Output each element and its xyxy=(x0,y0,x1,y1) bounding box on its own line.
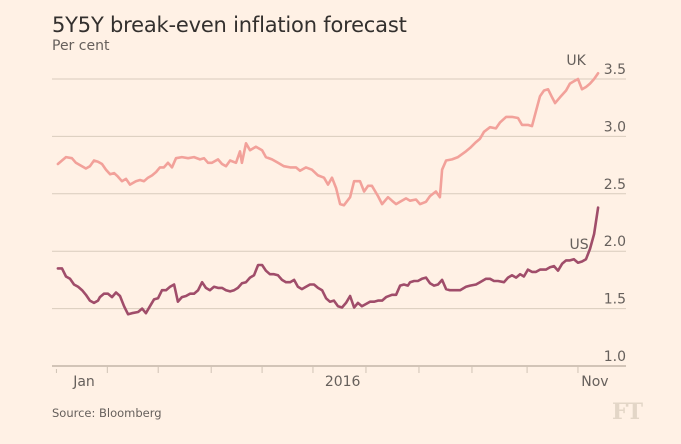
y-tick-labels: 1.0 1.5 2.0 2.5 3.0 3.5 xyxy=(604,62,626,365)
ft-logo: FT xyxy=(612,399,643,425)
series-line-us xyxy=(56,206,600,316)
x-axis: Jan 2016 Nov xyxy=(55,366,609,390)
y-tick-label: 1.0 xyxy=(604,349,626,365)
chart-title: 5Y5Y break-even inflation forecast xyxy=(52,13,407,37)
series-label-uk: UK xyxy=(566,53,586,69)
y-tick-label: 2.5 xyxy=(604,177,626,193)
y-tick-label: 3.5 xyxy=(604,62,626,78)
series-label-us: US xyxy=(570,237,589,253)
series-labels: UK US xyxy=(566,53,588,253)
y-tick-label: 2.0 xyxy=(604,234,626,250)
series-line-uk xyxy=(56,72,600,207)
source-note: Source: Bloomberg xyxy=(52,406,162,420)
x-tick-label: 2016 xyxy=(325,374,361,390)
x-tick-label: Nov xyxy=(581,374,608,390)
chart-subtitle: Per cent xyxy=(52,38,110,54)
x-tick-label: Jan xyxy=(72,374,95,390)
y-tick-label: 3.0 xyxy=(604,119,626,135)
gridlines xyxy=(52,78,626,367)
series-lines xyxy=(56,72,600,316)
y-tick-label: 1.5 xyxy=(604,292,626,308)
